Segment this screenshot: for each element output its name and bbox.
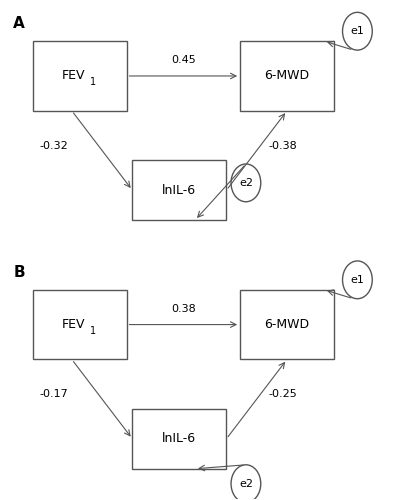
Text: FEV: FEV: [62, 318, 85, 331]
Text: A: A: [13, 16, 25, 32]
FancyBboxPatch shape: [132, 160, 226, 220]
Text: 0.38: 0.38: [171, 304, 196, 314]
FancyBboxPatch shape: [240, 41, 334, 111]
FancyBboxPatch shape: [132, 409, 226, 469]
Text: 6-MWD: 6-MWD: [264, 70, 310, 82]
FancyBboxPatch shape: [33, 41, 126, 111]
Text: e1: e1: [351, 275, 364, 285]
Text: B: B: [13, 265, 25, 280]
Text: e2: e2: [239, 478, 253, 488]
Text: lnIL-6: lnIL-6: [162, 432, 197, 446]
Text: 0.45: 0.45: [171, 55, 196, 65]
Text: -0.25: -0.25: [268, 389, 297, 399]
Text: e1: e1: [351, 26, 364, 36]
Text: 6-MWD: 6-MWD: [264, 318, 310, 331]
Text: 1: 1: [89, 77, 96, 87]
Text: lnIL-6: lnIL-6: [162, 184, 197, 197]
Text: -0.32: -0.32: [39, 140, 68, 150]
Text: FEV: FEV: [62, 70, 85, 82]
FancyBboxPatch shape: [240, 290, 334, 360]
Text: -0.17: -0.17: [39, 389, 68, 399]
Text: -0.38: -0.38: [268, 140, 297, 150]
Text: 1: 1: [89, 326, 96, 336]
FancyBboxPatch shape: [33, 290, 126, 360]
Text: e2: e2: [239, 178, 253, 188]
